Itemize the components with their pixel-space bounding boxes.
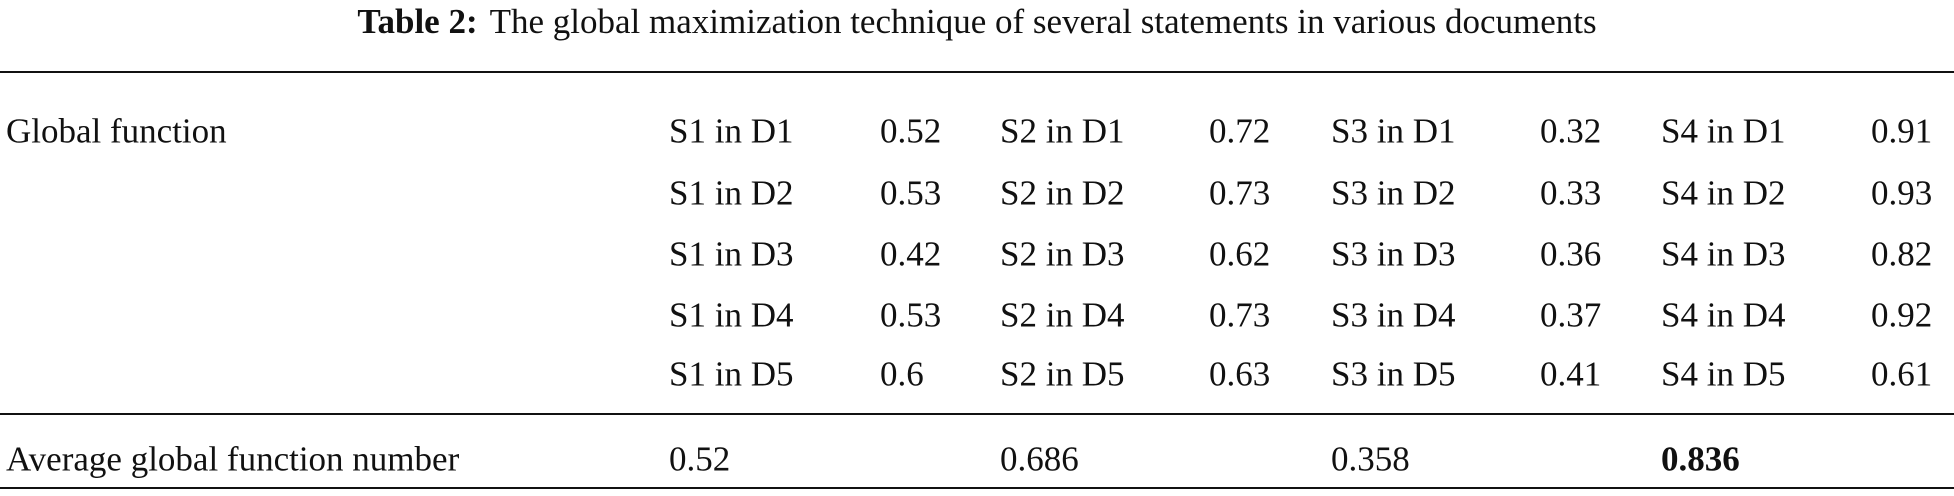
statement-cell: S2 in D4 bbox=[1000, 295, 1125, 335]
score-cell: 0.53 bbox=[880, 295, 942, 335]
score-cell: 0.73 bbox=[1209, 173, 1271, 213]
score-cell: 0.52 bbox=[880, 111, 942, 151]
statement-cell: S2 in D3 bbox=[1000, 234, 1125, 274]
statement-cell: S3 in D2 bbox=[1331, 173, 1456, 213]
score-cell: 0.33 bbox=[1540, 173, 1602, 213]
score-cell: 0.62 bbox=[1209, 234, 1271, 274]
average-cell: 0.836 bbox=[1661, 439, 1740, 479]
statement-cell: S4 in D5 bbox=[1661, 354, 1786, 394]
score-cell: 0.72 bbox=[1209, 111, 1271, 151]
score-cell: 0.37 bbox=[1540, 295, 1602, 335]
score-cell: 0.93 bbox=[1871, 173, 1933, 213]
statement-cell: S2 in D2 bbox=[1000, 173, 1125, 213]
score-cell: 0.36 bbox=[1540, 234, 1602, 274]
statement-cell: S1 in D5 bbox=[669, 354, 794, 394]
score-cell: 0.92 bbox=[1871, 295, 1933, 335]
score-cell: 0.41 bbox=[1540, 354, 1602, 394]
statement-cell: S1 in D4 bbox=[669, 295, 794, 335]
statement-cell: S2 in D1 bbox=[1000, 111, 1125, 151]
caption-text: The global maximization technique of sev… bbox=[489, 2, 1597, 41]
top-rule bbox=[0, 71, 1954, 73]
score-cell: 0.91 bbox=[1871, 111, 1933, 151]
statement-cell: S4 in D1 bbox=[1661, 111, 1786, 151]
statement-cell: S1 in D1 bbox=[669, 111, 794, 151]
statement-cell: S3 in D1 bbox=[1331, 111, 1456, 151]
caption: Table 2: The global maximization techniqu… bbox=[0, 2, 1954, 42]
score-cell: 0.73 bbox=[1209, 295, 1271, 335]
statement-cell: S2 in D5 bbox=[1000, 354, 1125, 394]
average-label: Average global function number bbox=[6, 439, 460, 479]
score-cell: 0.61 bbox=[1871, 354, 1933, 394]
statement-cell: S1 in D3 bbox=[669, 234, 794, 274]
statement-cell: S4 in D4 bbox=[1661, 295, 1786, 335]
average-cell: 0.358 bbox=[1331, 439, 1410, 479]
bottom-rule bbox=[0, 487, 1954, 489]
statement-cell: S3 in D3 bbox=[1331, 234, 1456, 274]
statement-cell: S1 in D2 bbox=[669, 173, 794, 213]
statement-cell: S3 in D4 bbox=[1331, 295, 1456, 335]
mid-rule bbox=[0, 413, 1954, 415]
statement-cell: S4 in D3 bbox=[1661, 234, 1786, 274]
caption-label: Table 2: bbox=[357, 2, 478, 41]
score-cell: 0.63 bbox=[1209, 354, 1271, 394]
score-cell: 0.42 bbox=[880, 234, 942, 274]
score-cell: 0.82 bbox=[1871, 234, 1933, 274]
score-cell: 0.32 bbox=[1540, 111, 1602, 151]
average-cell: 0.52 bbox=[669, 439, 731, 479]
statement-cell: S4 in D2 bbox=[1661, 173, 1786, 213]
score-cell: 0.53 bbox=[880, 173, 942, 213]
score-cell: 0.6 bbox=[880, 354, 924, 394]
average-cell: 0.686 bbox=[1000, 439, 1079, 479]
statement-cell: S3 in D5 bbox=[1331, 354, 1456, 394]
row-label: Global function bbox=[6, 111, 227, 151]
